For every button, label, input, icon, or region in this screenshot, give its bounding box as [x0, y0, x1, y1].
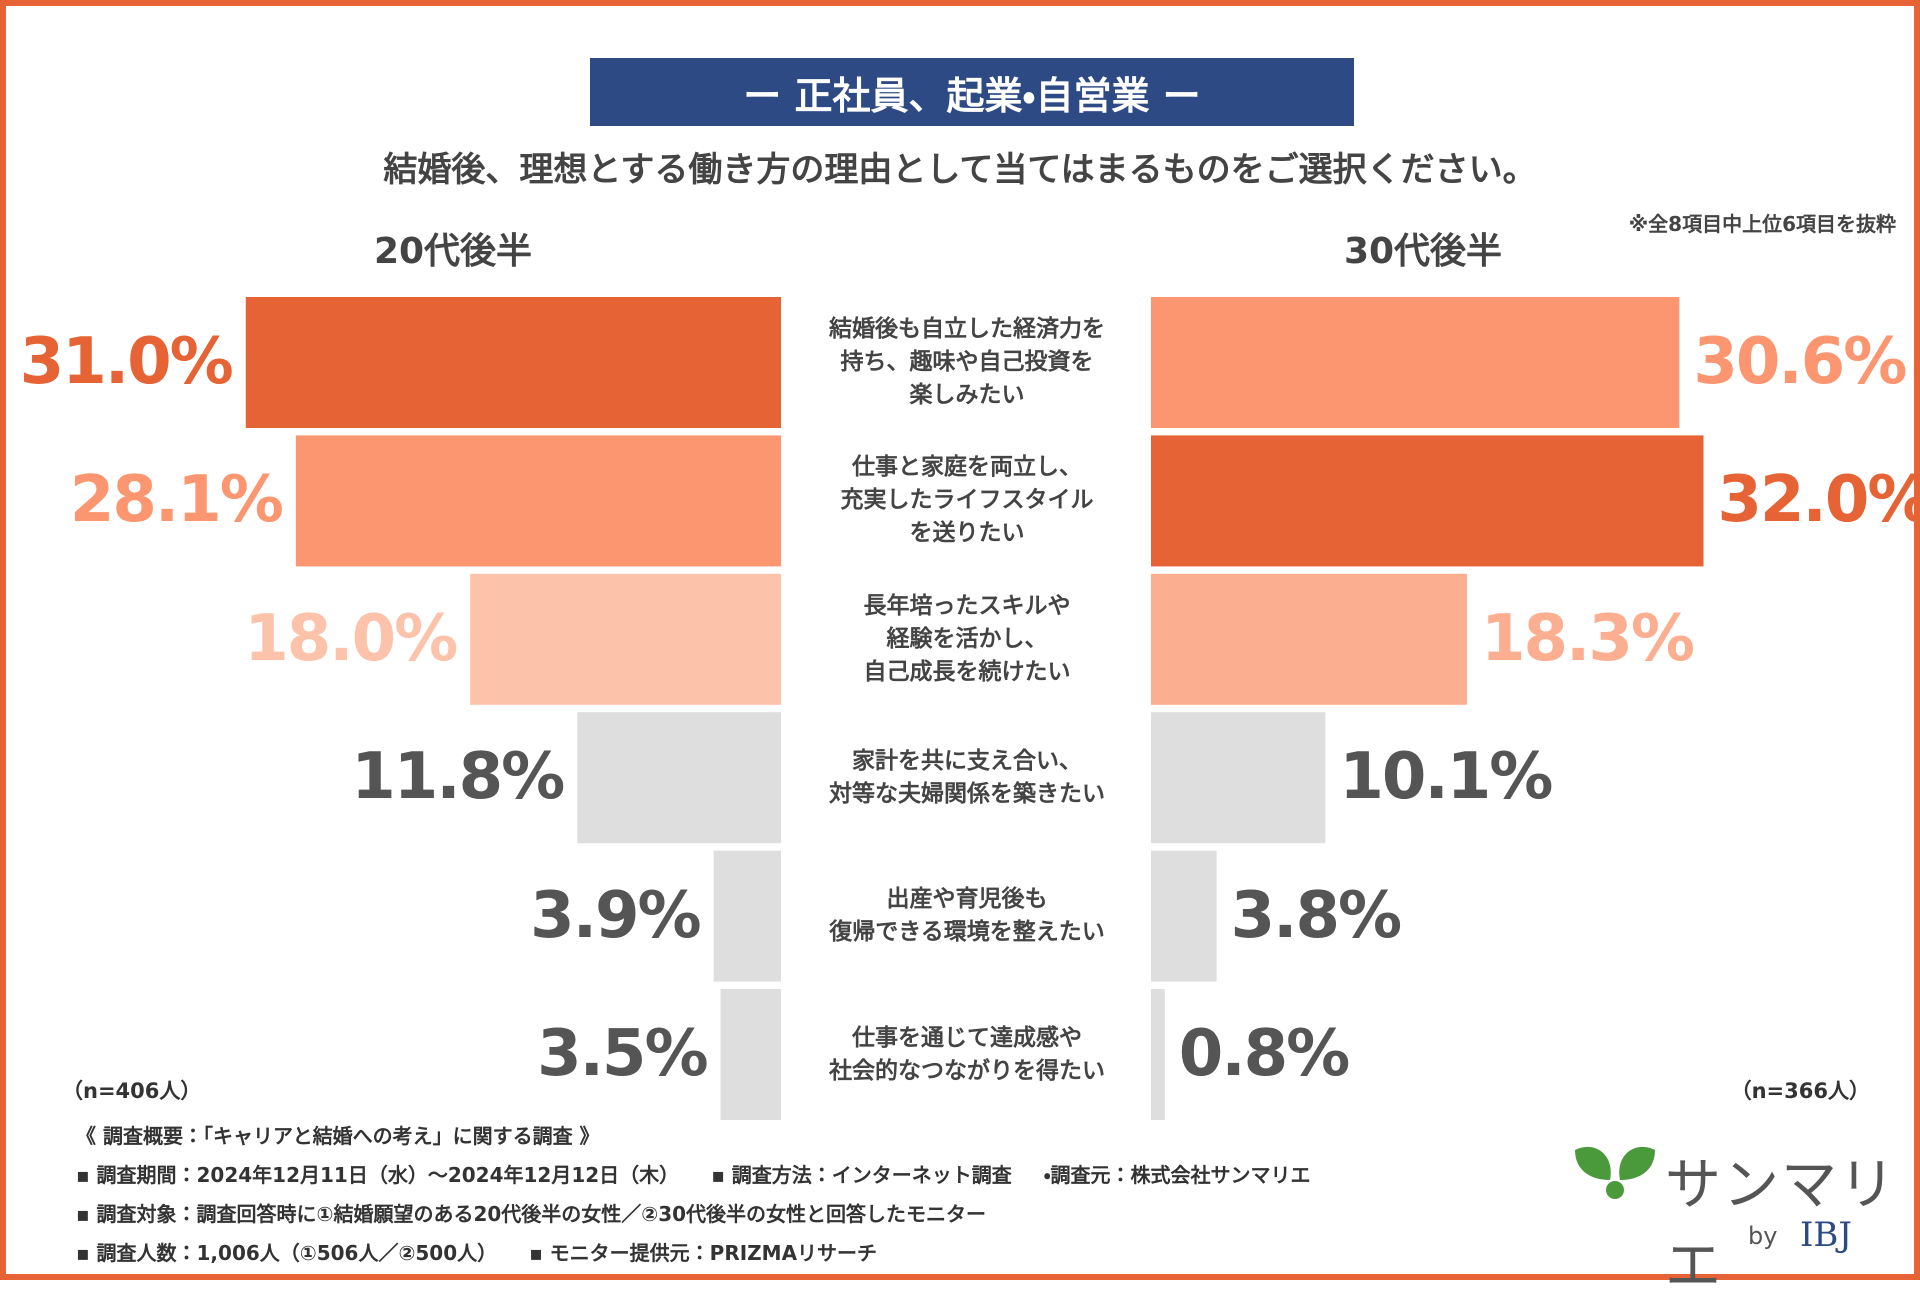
- value-label: 31.0%: [19, 325, 234, 399]
- value-label: 3.5%: [537, 1017, 708, 1091]
- bar: [1151, 712, 1326, 844]
- bar: [245, 297, 781, 428]
- value-label: 10.1%: [1339, 740, 1553, 815]
- category-label: 結婚後も自立した経済力を 持ち、趣味や自己投資を 楽しみたい: [829, 316, 1105, 408]
- bar: [470, 573, 781, 705]
- category-label: 仕事を通じて達成感や 社会的なつながりを得たい: [829, 1024, 1105, 1084]
- value-label: 0.8%: [1178, 1017, 1350, 1091]
- logo-brand: IBJ: [1800, 1215, 1853, 1255]
- value-label: 18.0%: [244, 601, 458, 676]
- chart-subtitle: 結婚後、理想とする働き方の理由として当てはまるものをご選択ください。: [383, 150, 1537, 190]
- value-label: 32.0%: [1717, 463, 1920, 538]
- bar: [295, 435, 781, 567]
- footer-line: ▪ 調査対象：調査回答時に①結婚願望のある20代後半の女性／②30代後半の女性と…: [76, 1198, 1018, 1227]
- category-label: 家計を共に支え合い、 対等な夫婦関係を築きたい: [829, 747, 1105, 807]
- logo-name: サンマリエ: [1665, 1153, 1897, 1299]
- value-label: 3.8%: [1230, 878, 1402, 953]
- logo-icon: [1575, 1146, 1655, 1199]
- logo-by: by: [1748, 1222, 1778, 1250]
- note: ※全8項目中上位6項目を抜粋: [1628, 212, 1896, 236]
- bar: [1151, 435, 1704, 567]
- footer-text: ▪ 調査対象：調査回答時に①結婚願望のある20代後半の女性／②30代後半の女性と…: [76, 1202, 987, 1226]
- sample-size: （n=406人）: [62, 1079, 202, 1103]
- value-label: 11.8%: [351, 740, 565, 815]
- bar: [1151, 989, 1165, 1120]
- category-label: 出産や育児後も 復帰できる環境を整えたい: [829, 886, 1105, 946]
- series-name: 30代後半: [1343, 231, 1503, 272]
- value-label: 28.1%: [69, 463, 284, 538]
- bar: [577, 712, 781, 844]
- bar: [1151, 297, 1680, 428]
- footer-text: ・調査元：株式会社サンマリエ: [1043, 1163, 1311, 1187]
- footer-line: 《 調査概要：「キャリアと結婚への考え」に関する調査 》: [76, 1120, 632, 1149]
- footer-line: ▪ 調査期間：2024年12月11日（水）〜2024年12月12日（木） ▪ 調査…: [76, 1159, 1343, 1188]
- footer-text: ▪ 調査方法：インターネット調査: [711, 1163, 1012, 1187]
- footer-text: ▪ 調査人数：1,006人（①506人／②500人）: [76, 1241, 498, 1265]
- footer-text: 《 調査概要：「キャリアと結婚への考え」に関する調査 》: [76, 1124, 600, 1148]
- footer-text: ▪ 調査期間：2024年12月11日（水）〜2024年12月12日（木）: [76, 1163, 680, 1187]
- bar: [1151, 573, 1467, 705]
- sample-size: （n=366人）: [1730, 1079, 1870, 1103]
- category-label: 仕事と家庭を両立し、 充実したライフスタイル を送りたい: [840, 454, 1094, 547]
- chart-title: ー 正社員、起業・自営業 ー: [590, 58, 1354, 126]
- value-label: 18.3%: [1480, 601, 1695, 676]
- category-label: 長年培ったスキルや 経験を活かし、 自己成長を続けたい: [863, 592, 1071, 685]
- value-label: 30.6%: [1693, 325, 1907, 399]
- bar: [713, 850, 781, 982]
- footer-line: ▪ 調査人数：1,006人（①506人／②500人） ▪ モニター提供元：PRIZ…: [76, 1237, 909, 1266]
- value-label: 3.9%: [530, 878, 701, 953]
- series-name: 20代後半: [373, 231, 533, 272]
- bar: [1151, 850, 1217, 982]
- footer-text: ▪ モニター提供元：PRIZMAリサーチ: [529, 1241, 878, 1265]
- bar: [720, 989, 781, 1120]
